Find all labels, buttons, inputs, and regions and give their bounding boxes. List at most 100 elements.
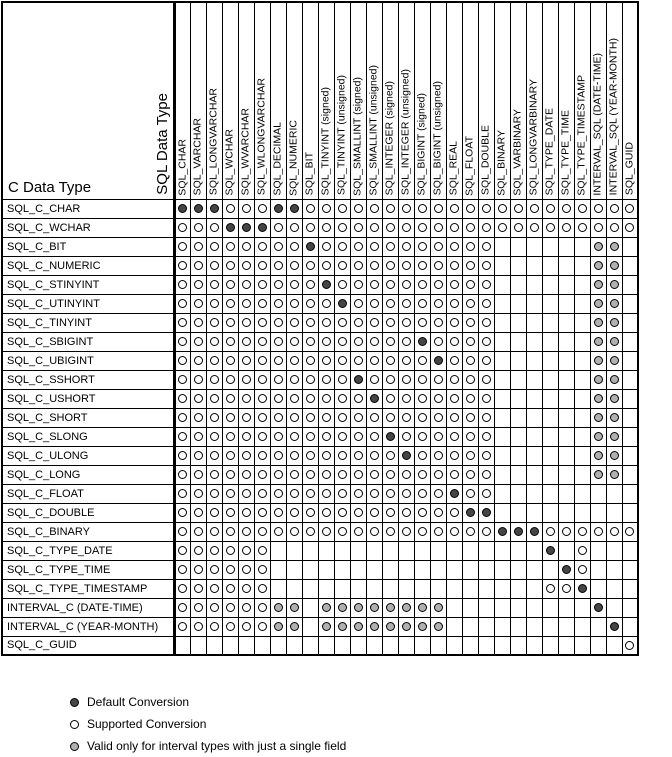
conversion-cell [173,350,191,371]
conversion-cell [541,217,559,238]
supported-conversion-dot [273,451,283,460]
conversion-cell [221,578,239,599]
conversion-cell [269,540,287,561]
conversion-cell [397,293,415,314]
conversion-cell [589,616,607,637]
conversion-cell [221,198,239,219]
conversion-cell [557,274,575,295]
conversion-cell [397,274,415,295]
supported-conversion-dot [193,508,203,517]
conversion-cell [605,540,623,561]
supported-conversion-dot [577,204,587,213]
legend-symbol-interval-only-conversion-dot [70,741,79,751]
supported-conversion-dot [417,527,427,536]
column-header: SQL_TINYINT (unsigned) [333,1,351,200]
conversion-cell [397,312,415,333]
conversion-cell [173,521,191,542]
column-header-label: SQL_BIGINT (signed) [415,92,428,196]
supported-conversion-dot [178,622,187,631]
supported-conversion-dot [209,527,219,536]
supported-conversion-dot [481,318,491,327]
supported-conversion-dot [225,622,235,631]
conversion-cell [173,426,191,447]
matrix-body: SQL_C_CHAR SQL_C_WCHAR SQL_C_BIT SQL_C_NUME… [1,198,639,656]
conversion-cell [525,578,543,599]
conversion-cell [189,426,207,447]
conversion-cell [477,445,495,466]
conversion-cell [621,255,639,276]
supported-conversion-dot [273,508,283,517]
column-header-label: SQL_TYPE_TIMESTAMP [575,74,588,196]
conversion-cell [349,274,367,295]
column-header: SQL_BINARY [493,1,511,200]
conversion-cell [573,578,591,599]
conversion-cell [397,635,415,656]
conversion-cell [573,483,591,504]
supported-conversion-dot [257,299,267,308]
conversion-cell [237,578,255,599]
conversion-cell [509,616,527,637]
supported-conversion-dot [529,223,539,232]
supported-conversion-dot [625,223,635,232]
conversion-cell [205,616,223,637]
conversion-cell [429,312,447,333]
conversion-cell [589,369,607,390]
supported-conversion-dot [257,375,267,384]
conversion-cell [461,483,479,504]
conversion-cell [525,198,543,219]
supported-conversion-dot [337,508,347,517]
column-header: SQL_GUID [621,1,639,200]
table-row: SQL_C_TYPE_TIME [1,559,639,580]
supported-conversion-dot [369,413,379,422]
conversion-cell [349,635,367,656]
conversion-cell [253,255,271,276]
supported-conversion-dot [209,622,219,631]
conversion-cell [173,540,191,561]
conversion-cell [573,426,591,447]
conversion-cell [221,236,239,257]
column-header: SQL_BIT [301,1,319,200]
supported-conversion-dot [241,546,251,555]
conversion-cell [605,635,623,656]
conversion-cell [525,217,543,238]
supported-conversion-dot [241,280,251,289]
table-row: SQL_C_TYPE_TIMESTAMP [1,578,639,599]
supported-conversion-dot [353,356,363,365]
supported-conversion-dot [241,394,251,403]
conversion-cell [477,350,495,371]
conversion-cell [413,559,431,580]
supported-conversion-dot [241,622,251,631]
row-header: SQL_C_UBIGINT [1,350,176,371]
conversion-cell [173,616,191,637]
supported-conversion-dot [481,375,491,384]
conversion-cell [429,540,447,561]
supported-conversion-dot [433,223,443,232]
supported-conversion-dot [401,261,411,270]
conversion-cell [333,255,351,276]
conversion-cell [589,426,607,447]
conversion-cell [589,502,607,523]
conversion-cell [253,198,271,219]
conversion-cell [189,350,207,371]
conversion-cell [573,274,591,295]
supported-conversion-dot [178,299,187,308]
supported-conversion-dot [321,204,331,213]
conversion-cell [525,388,543,409]
conversion-cell [477,274,495,295]
conversion-cell [269,255,287,276]
conversion-cell [221,388,239,409]
supported-conversion-dot [178,337,187,346]
supported-conversion-dot [193,603,203,612]
supported-conversion-dot [417,318,427,327]
conversion-cell [493,578,511,599]
conversion-cell [317,255,335,276]
conversion-cell [173,236,191,257]
column-header: SQL_WVARCHAR [237,1,255,200]
supported-conversion-dot [193,470,203,479]
supported-conversion-dot [369,451,379,460]
conversion-cell [541,502,559,523]
conversion-cell [429,198,447,219]
supported-conversion-dot [481,356,491,365]
supported-conversion-dot [337,261,347,270]
conversion-cell [365,483,383,504]
